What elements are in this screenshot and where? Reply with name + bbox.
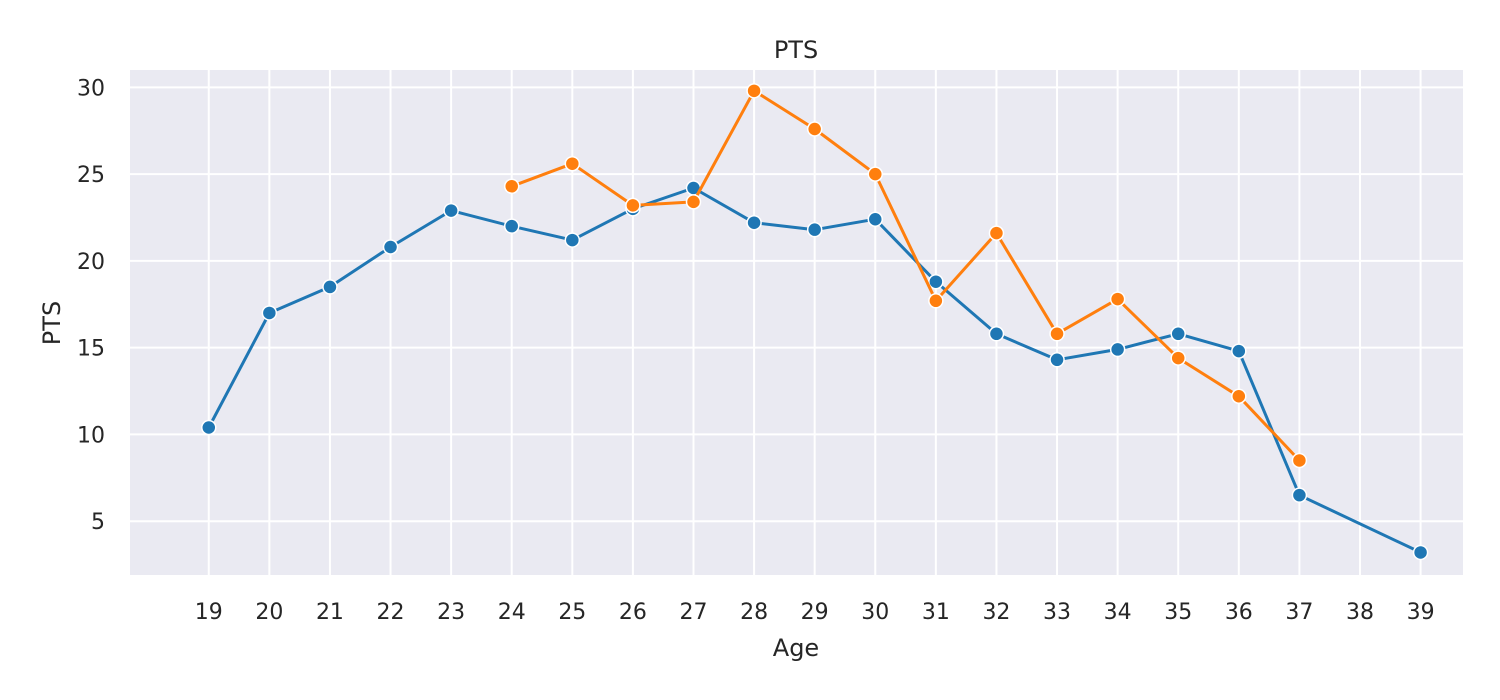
data-point (867, 211, 884, 227)
data-point (746, 214, 762, 231)
x-tick-label: 23 (437, 600, 465, 625)
data-point (201, 419, 217, 436)
x-axis-ticks: 19 20 21 22 23 24 25 26 27 28 29 30 31 32 33 34 35 36 37 38… (195, 600, 1435, 625)
data-point (1412, 544, 1429, 561)
y-tick-label: 20 (77, 250, 105, 275)
data-point (261, 305, 278, 321)
data-point (806, 221, 823, 238)
data-point (1049, 326, 1065, 342)
data-point (1231, 343, 1247, 359)
data-point (1231, 388, 1247, 405)
y-tick-label: 10 (77, 423, 105, 448)
data-point (1170, 350, 1186, 366)
x-tick-label: 36 (1225, 600, 1253, 625)
data-point (1109, 291, 1126, 307)
y-tick-label: 15 (77, 337, 105, 362)
x-tick-label: 29 (801, 600, 829, 625)
plot-area (130, 70, 1463, 575)
data-point (806, 121, 823, 137)
x-tick-label: 38 (1346, 600, 1374, 625)
data-point (1170, 326, 1186, 342)
x-tick-label: 27 (679, 600, 707, 625)
x-tick-label: 19 (195, 600, 223, 625)
series-1 (201, 180, 1429, 561)
data-point (503, 178, 520, 195)
data-point (988, 225, 1005, 241)
data-point (1291, 452, 1308, 469)
x-tick-label: 39 (1407, 600, 1435, 625)
data-point (625, 197, 641, 214)
series-group (201, 83, 1429, 561)
x-tick-label: 26 (619, 600, 647, 625)
data-point (382, 239, 399, 255)
x-tick-label: 25 (558, 600, 586, 625)
data-point (564, 155, 581, 172)
data-point (988, 326, 1005, 342)
data-point (1109, 341, 1126, 358)
data-point (867, 166, 884, 182)
x-axis-label: Age (773, 634, 819, 662)
series-2 (503, 83, 1308, 469)
x-tick-label: 24 (498, 600, 526, 625)
x-tick-label: 34 (1104, 600, 1132, 625)
data-point (443, 202, 459, 219)
data-point (322, 279, 338, 295)
y-axis-ticks: 5 10 15 20 25 30 (77, 76, 105, 535)
x-tick-label: 35 (1164, 600, 1192, 625)
grid-lines (130, 70, 1463, 575)
data-point (503, 218, 520, 234)
y-tick-label: 30 (77, 76, 105, 101)
x-tick-label: 37 (1285, 600, 1313, 625)
x-tick-label: 21 (316, 600, 344, 625)
x-tick-label: 30 (861, 600, 889, 625)
x-tick-label: 22 (377, 600, 405, 625)
data-point (928, 273, 944, 290)
data-point (1049, 352, 1065, 368)
series-line (510, 89, 1301, 462)
data-point (746, 83, 762, 99)
x-tick-label: 20 (255, 600, 283, 625)
y-tick-label: 5 (91, 510, 105, 535)
chart-title: PTS (774, 36, 818, 64)
x-tick-label: 28 (740, 600, 768, 625)
data-point (685, 194, 702, 210)
y-axis-label: PTS (38, 301, 66, 345)
data-point (928, 293, 944, 309)
data-point (564, 232, 581, 248)
x-tick-label: 33 (1043, 600, 1071, 625)
series-line (207, 186, 1423, 554)
y-tick-label: 25 (77, 163, 105, 188)
data-point (1291, 487, 1308, 503)
x-tick-label: 32 (982, 600, 1010, 625)
x-tick-label: 31 (922, 600, 950, 625)
